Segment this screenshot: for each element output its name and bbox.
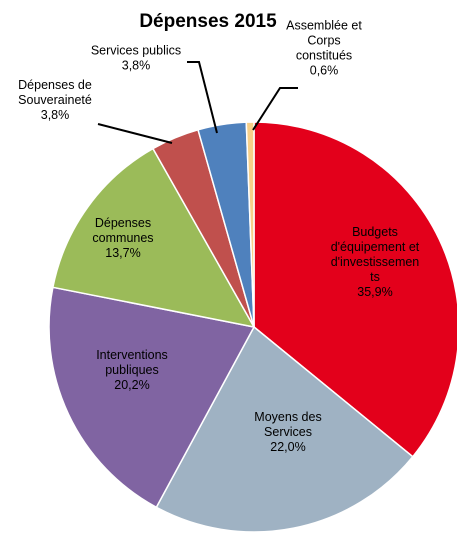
slice-label-1: Moyens des Services 22,0% — [254, 410, 321, 454]
leader-line-4 — [97, 123, 173, 144]
slice-label-2: Interventions publiques 20,2% — [96, 348, 168, 392]
slice-label-0-line-4: 35,9% — [357, 285, 392, 299]
labels-layer: Budgets d'équipement et d'investissemen ts 3… — [18, 19, 420, 455]
slice-label-0-line-0: Budgets — [352, 225, 398, 239]
slice-label-6-line-3: 0,6% — [310, 64, 339, 78]
pie-slice-0[interactable] — [253, 121, 457, 458]
slice-label-0-line-2: d'investissemen — [331, 255, 420, 269]
pie-slice-6[interactable] — [245, 121, 255, 328]
slice-label-5-line-0: Services publics — [91, 44, 181, 58]
slice-label-3: Dépenses communes 13,7% — [92, 216, 153, 260]
slice-label-6-line-1: Corps — [307, 34, 340, 48]
slice-label-2-line-2: 20,2% — [114, 378, 149, 392]
slice-label-1-line-1: Services — [264, 425, 312, 439]
pie-slice-1[interactable] — [155, 325, 414, 533]
pie-slice-2[interactable] — [48, 286, 256, 509]
slice-label-4-line-1: Souveraineté — [18, 93, 92, 107]
leader-line-5 — [187, 61, 218, 134]
leader-lines-layer — [97, 61, 298, 144]
slice-label-0-line-3: ts — [370, 270, 380, 284]
slice-label-4: Dépenses de Souveraineté 3,8% — [18, 78, 92, 122]
slice-label-4-line-0: Dépenses de — [18, 78, 92, 92]
slice-label-3-line-2: 13,7% — [105, 246, 140, 260]
slice-label-6: Assemblée et Corps constitués 0,6% — [286, 19, 362, 78]
slice-label-3-line-1: communes — [92, 231, 153, 245]
slice-label-2-line-0: Interventions — [96, 348, 168, 362]
slice-label-2-line-1: publiques — [105, 363, 159, 377]
slice-label-6-line-2: constitués — [296, 49, 352, 63]
slice-label-0-line-1: d'équipement et — [331, 240, 420, 254]
slice-label-1-line-0: Moyens des — [254, 410, 321, 424]
slice-label-3-line-0: Dépenses — [95, 216, 151, 230]
slice-label-0: Budgets d'équipement et d'investissemen ts 3… — [331, 225, 420, 299]
slice-label-1-line-2: 22,0% — [270, 440, 305, 454]
slice-label-5: Services publics 3,8% — [91, 44, 181, 73]
chart-title: Dépenses 2015 — [139, 11, 277, 32]
slices-layer — [48, 121, 457, 533]
slice-label-4-line-2: 3,8% — [41, 108, 70, 122]
slice-label-5-line-1: 3,8% — [122, 59, 151, 73]
slice-label-6-line-0: Assemblée et — [286, 19, 362, 33]
pie-slice-3[interactable] — [51, 147, 256, 329]
leader-line-6 — [252, 87, 298, 131]
